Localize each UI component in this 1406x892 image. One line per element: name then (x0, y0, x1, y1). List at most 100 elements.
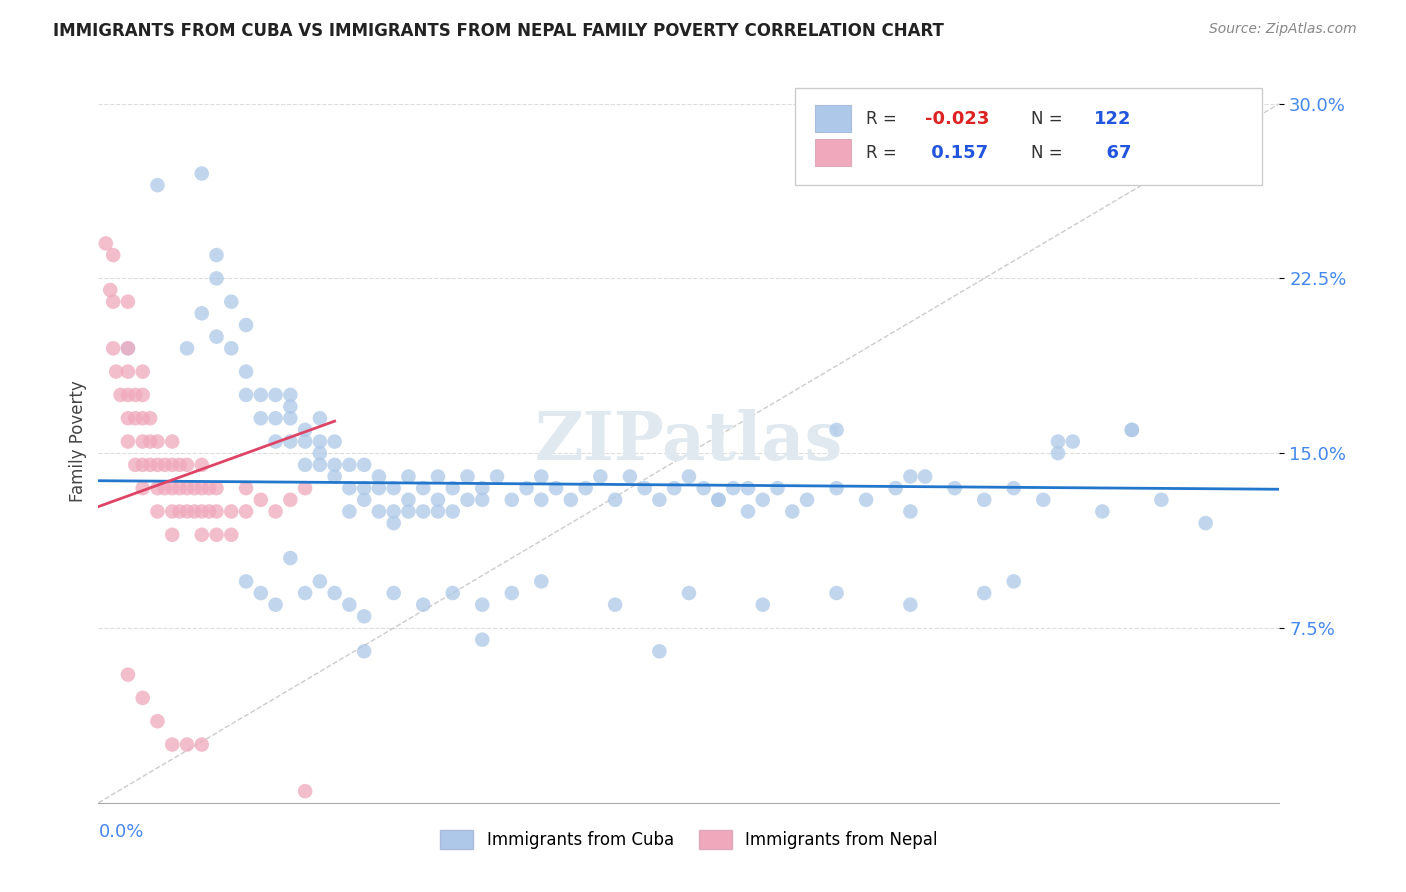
Point (884, 481, 907, 495)
Point (605, 598, 627, 612)
Point (973, 492, 995, 507)
Point (146, 458, 169, 472)
Point (1091, 504, 1114, 518)
Point (1062, 434, 1084, 449)
Text: -0.023: -0.023 (925, 110, 990, 128)
Point (221, 294, 243, 309)
Point (139, 458, 162, 472)
Point (191, 738, 214, 752)
Point (146, 714, 169, 729)
Point (900, 469, 922, 483)
Point (501, 492, 523, 507)
Point (309, 411, 332, 425)
Point (132, 365, 155, 379)
Point (235, 365, 257, 379)
Point (723, 481, 745, 495)
Point (530, 574, 553, 589)
Point (294, 784, 316, 798)
Point (398, 492, 420, 507)
Point (323, 469, 346, 483)
Point (678, 469, 700, 483)
Point (546, 481, 568, 495)
Point (183, 504, 205, 518)
Point (117, 388, 139, 402)
Point (973, 586, 995, 600)
Point (153, 481, 176, 495)
Point (117, 365, 139, 379)
Point (707, 492, 730, 507)
Text: N =: N = (1032, 110, 1069, 128)
Point (1195, 516, 1218, 530)
Point (169, 504, 191, 518)
Point (457, 469, 479, 483)
Point (914, 469, 936, 483)
Point (634, 481, 657, 495)
Point (139, 411, 162, 425)
Point (323, 458, 346, 472)
Point (176, 738, 198, 752)
Point (294, 434, 316, 449)
Point (162, 738, 183, 752)
Point (471, 598, 494, 612)
Point (412, 481, 434, 495)
Text: Source: ZipAtlas.com: Source: ZipAtlas.com (1209, 22, 1357, 37)
Point (176, 481, 198, 495)
Point (486, 469, 509, 483)
Point (1002, 574, 1025, 589)
Point (110, 388, 132, 402)
Point (132, 458, 155, 472)
Point (191, 528, 214, 542)
Point (153, 458, 176, 472)
Point (183, 481, 205, 495)
Point (117, 294, 139, 309)
Point (162, 458, 183, 472)
Text: R =: R = (866, 110, 903, 128)
Point (309, 574, 332, 589)
Point (117, 341, 139, 355)
Point (235, 574, 257, 589)
Text: ZIPatlas: ZIPatlas (534, 409, 844, 474)
Point (280, 388, 302, 402)
Point (198, 504, 221, 518)
Point (103, 341, 125, 355)
Point (309, 434, 332, 449)
Point (501, 586, 523, 600)
Point (782, 504, 804, 518)
Point (648, 492, 671, 507)
Point (441, 586, 464, 600)
Text: 67: 67 (1094, 144, 1132, 161)
Point (323, 434, 346, 449)
Point (191, 481, 214, 495)
Point (205, 248, 228, 262)
Point (235, 481, 257, 495)
Point (169, 458, 191, 472)
Point (176, 504, 198, 518)
Point (235, 504, 257, 518)
Point (825, 481, 848, 495)
Point (132, 411, 155, 425)
Point (648, 644, 671, 658)
Point (457, 492, 479, 507)
Bar (815, 139, 851, 166)
Point (294, 586, 316, 600)
Point (162, 481, 183, 495)
Point (1046, 434, 1070, 449)
Point (471, 632, 494, 647)
Point (250, 586, 273, 600)
Point (205, 504, 228, 518)
Y-axis label: Family Poverty: Family Poverty (69, 381, 87, 502)
Point (205, 329, 228, 343)
Point (162, 434, 183, 449)
Point (441, 504, 464, 518)
Point (605, 492, 627, 507)
Point (162, 528, 183, 542)
Point (766, 481, 789, 495)
Point (146, 434, 169, 449)
Point (280, 411, 302, 425)
Point (737, 504, 759, 518)
Point (323, 586, 346, 600)
FancyBboxPatch shape (796, 87, 1261, 185)
Point (191, 306, 214, 320)
Point (264, 434, 287, 449)
Point (398, 469, 420, 483)
